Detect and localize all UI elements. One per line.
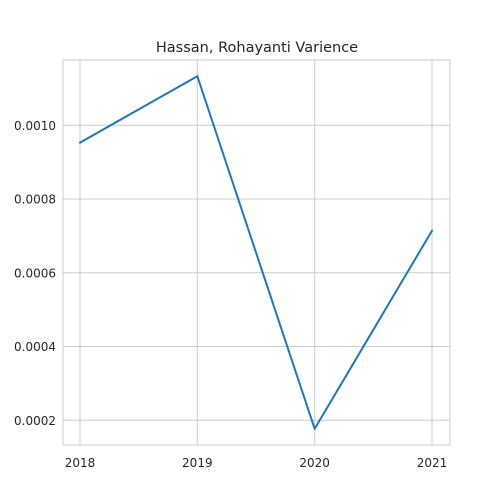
y-tick-label: 0.0010 xyxy=(14,119,56,133)
x-tick-label: 2018 xyxy=(65,456,96,470)
plot-area xyxy=(62,59,451,446)
x-axis: 2018 2019 2020 2021 xyxy=(65,456,448,470)
data-point xyxy=(196,75,199,78)
y-tick-label: 0.0008 xyxy=(14,193,56,207)
x-tick-label: 2019 xyxy=(182,456,213,470)
data-point xyxy=(79,141,81,144)
data-point xyxy=(313,427,316,430)
x-tick-label: 2020 xyxy=(299,456,330,470)
data-point xyxy=(431,229,433,232)
y-tick-label: 0.0006 xyxy=(14,266,56,280)
chart-title: Hassan, Rohayanti Varience xyxy=(156,40,358,56)
y-axis: 0.0002 0.0004 0.0006 0.0008 0.0010 xyxy=(14,119,56,428)
series-line-0 xyxy=(79,75,433,430)
y-tick-label: 0.0004 xyxy=(14,340,56,354)
x-tick-label: 2021 xyxy=(417,456,448,470)
series-layer xyxy=(79,75,433,430)
y-tick-label: 0.0002 xyxy=(14,414,56,428)
grid-lines xyxy=(63,60,450,445)
